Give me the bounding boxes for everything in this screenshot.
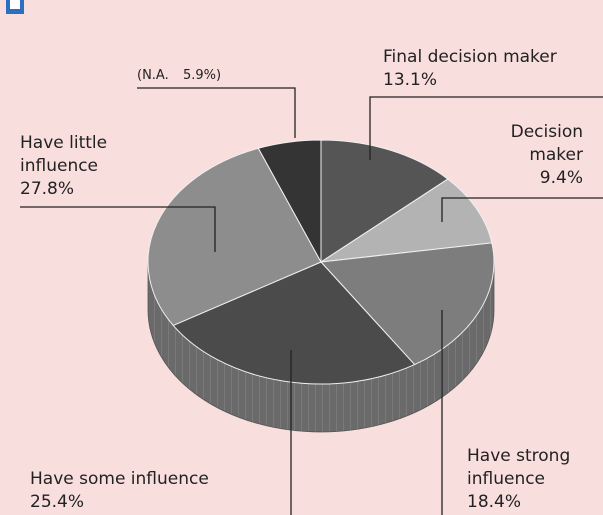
slice-label: Final decision maker bbox=[383, 47, 557, 67]
title-icon-inner bbox=[10, 0, 20, 9]
pie-slice bbox=[320, 139, 449, 263]
slice-label: Have some influence bbox=[30, 469, 209, 489]
slice-value-label: 13.1% bbox=[383, 70, 438, 90]
slice-value-label: 25.4% bbox=[30, 492, 85, 512]
slice-label: Have little influence bbox=[20, 133, 108, 176]
pie-slice bbox=[319, 242, 495, 366]
leader-line bbox=[137, 87, 296, 138]
leader-lines bbox=[20, 87, 603, 515]
leader-line bbox=[369, 96, 603, 160]
slice-label: Decision maker bbox=[510, 122, 583, 165]
slice-label: Have strong influence bbox=[467, 446, 571, 489]
slice-value-label: 27.8% bbox=[20, 179, 75, 199]
pie-slice bbox=[257, 139, 322, 263]
pie-slice bbox=[172, 261, 416, 385]
slice-label: (N.A. bbox=[137, 68, 169, 83]
pie-slice bbox=[147, 147, 322, 327]
slice-value-label: 18.4% bbox=[467, 492, 522, 512]
slice-value-label: 5.9%) bbox=[183, 68, 222, 83]
slice-value-label: 9.4% bbox=[539, 168, 583, 188]
leader-line bbox=[441, 197, 603, 222]
leader-line bbox=[20, 206, 216, 252]
pie-slice bbox=[320, 178, 493, 263]
